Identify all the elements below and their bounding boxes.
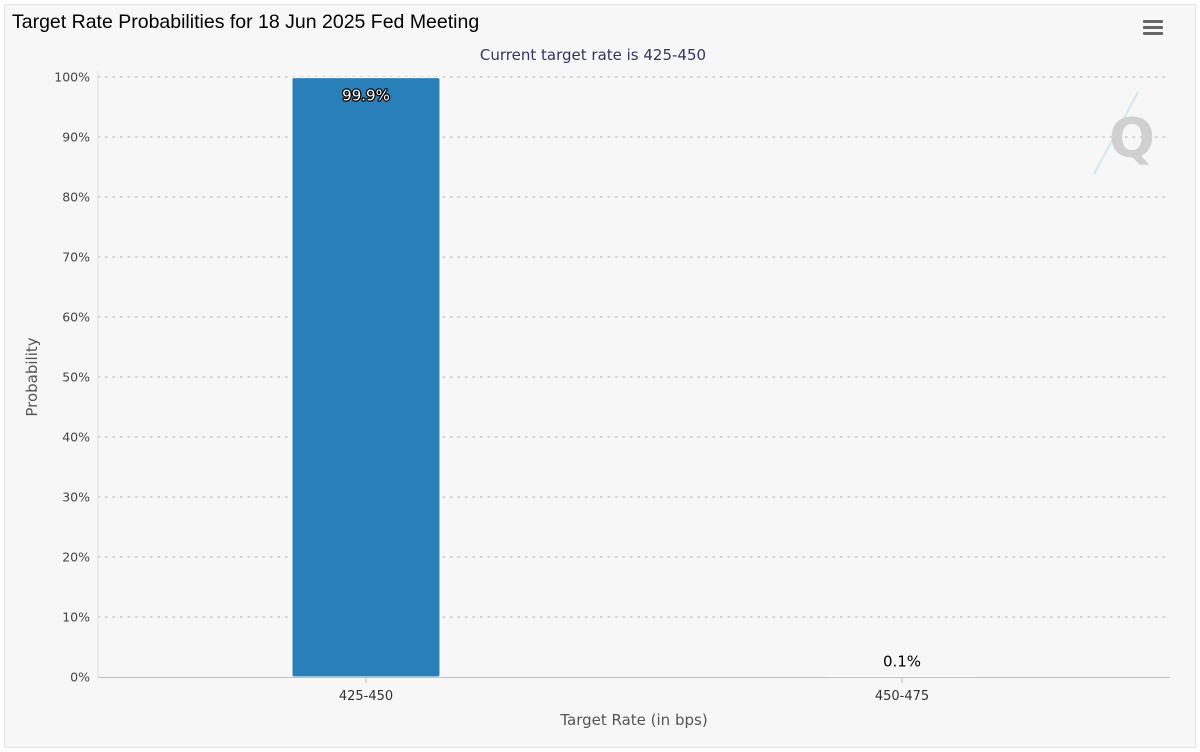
y-tick-label: 60% (62, 310, 90, 325)
menu-line (1143, 26, 1163, 29)
chart-title: Target Rate Probabilities for 18 Jun 202… (12, 11, 480, 33)
data-label: 99.9% (342, 87, 390, 105)
y-tick-label: 100% (54, 70, 90, 85)
y-tick-label: 10% (62, 610, 90, 625)
x-tick-label: 450-475 (875, 689, 929, 704)
gridlines (97, 71, 1171, 677)
chart-subtitle: Current target rate is 425-450 (480, 46, 706, 64)
y-tick-label: 50% (62, 370, 90, 385)
y-tick-label: 0% (70, 670, 90, 685)
x-axis-label: Target Rate (in bps) (559, 711, 707, 729)
y-tick-label: 30% (62, 490, 90, 505)
x-tick-label: 425-450 (339, 689, 393, 704)
y-tick-label: 80% (62, 190, 90, 205)
y-axis-ticks: 0% 10% 20% 30% 40% 50% 60% 70% 80% 90% 100% (54, 70, 90, 685)
data-labels: 99.9% 0.1% (341, 85, 921, 670)
y-axis-label: Probability (23, 337, 41, 416)
bars (291, 77, 977, 678)
menu-line (1143, 20, 1163, 23)
y-tick-label: 90% (62, 130, 90, 145)
watermark-letter: Q (1109, 107, 1155, 170)
chart-card (4, 4, 1196, 748)
x-axis-ticks: 425-450 450-475 (339, 677, 929, 704)
y-tick-label: 20% (62, 550, 90, 565)
quikstrike-logo-icon: Q (1093, 91, 1155, 175)
hamburger-menu-icon[interactable] (1138, 14, 1168, 40)
menu-line (1143, 32, 1163, 35)
y-tick-label: 40% (62, 430, 90, 445)
bar-425-450[interactable] (291, 77, 441, 678)
bar-450-475[interactable] (827, 675, 977, 678)
data-label: 0.1% (883, 652, 921, 670)
y-tick-label: 70% (62, 250, 90, 265)
